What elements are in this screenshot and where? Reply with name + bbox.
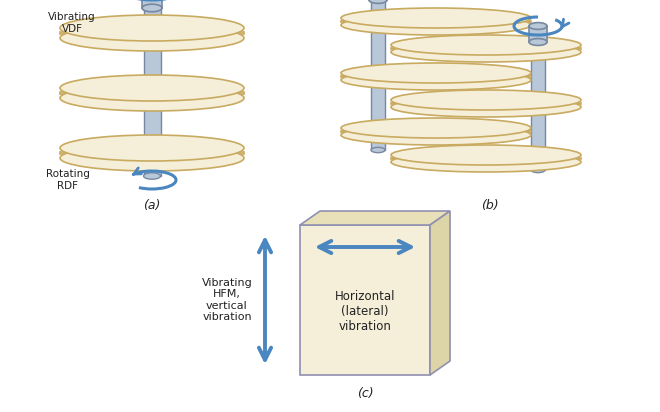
Ellipse shape — [529, 23, 547, 29]
Polygon shape — [60, 152, 244, 154]
Polygon shape — [371, 0, 385, 150]
Ellipse shape — [371, 147, 385, 153]
Ellipse shape — [341, 125, 531, 145]
Polygon shape — [60, 92, 244, 94]
Polygon shape — [300, 225, 430, 375]
Polygon shape — [391, 103, 581, 104]
Polygon shape — [531, 40, 545, 170]
Polygon shape — [60, 32, 244, 34]
Ellipse shape — [60, 25, 244, 51]
Ellipse shape — [142, 4, 162, 12]
Ellipse shape — [341, 70, 531, 90]
Ellipse shape — [60, 85, 244, 111]
Ellipse shape — [143, 3, 160, 9]
Ellipse shape — [529, 39, 547, 45]
Text: Vibrating
VDF: Vibrating VDF — [48, 12, 96, 34]
Polygon shape — [529, 26, 547, 42]
Ellipse shape — [341, 15, 531, 35]
Polygon shape — [341, 131, 531, 132]
Ellipse shape — [369, 0, 387, 3]
Polygon shape — [391, 48, 581, 49]
Ellipse shape — [391, 42, 581, 62]
Polygon shape — [430, 211, 450, 375]
Ellipse shape — [531, 37, 545, 43]
Polygon shape — [142, 0, 162, 8]
Polygon shape — [391, 158, 581, 159]
Ellipse shape — [60, 145, 244, 171]
Polygon shape — [143, 6, 160, 176]
Ellipse shape — [391, 35, 581, 55]
Ellipse shape — [341, 63, 531, 83]
Ellipse shape — [60, 15, 244, 41]
Text: Horizontal
(lateral)
vibration: Horizontal (lateral) vibration — [335, 290, 395, 333]
Text: (a): (a) — [143, 199, 160, 211]
Ellipse shape — [391, 97, 581, 117]
Ellipse shape — [60, 135, 244, 161]
Polygon shape — [341, 76, 531, 77]
Ellipse shape — [391, 90, 581, 110]
Text: (c): (c) — [356, 386, 374, 400]
Ellipse shape — [531, 167, 545, 173]
Text: Rotating
RDF: Rotating RDF — [46, 169, 90, 191]
Polygon shape — [341, 21, 531, 22]
Ellipse shape — [143, 173, 160, 179]
Text: (b): (b) — [481, 199, 499, 211]
Ellipse shape — [371, 0, 385, 1]
Ellipse shape — [341, 8, 531, 28]
Ellipse shape — [391, 145, 581, 165]
Text: Vibrating
HFM,
vertical
vibration: Vibrating HFM, vertical vibration — [201, 278, 252, 323]
Ellipse shape — [391, 152, 581, 172]
Polygon shape — [300, 211, 450, 225]
Ellipse shape — [341, 118, 531, 138]
Ellipse shape — [60, 75, 244, 101]
